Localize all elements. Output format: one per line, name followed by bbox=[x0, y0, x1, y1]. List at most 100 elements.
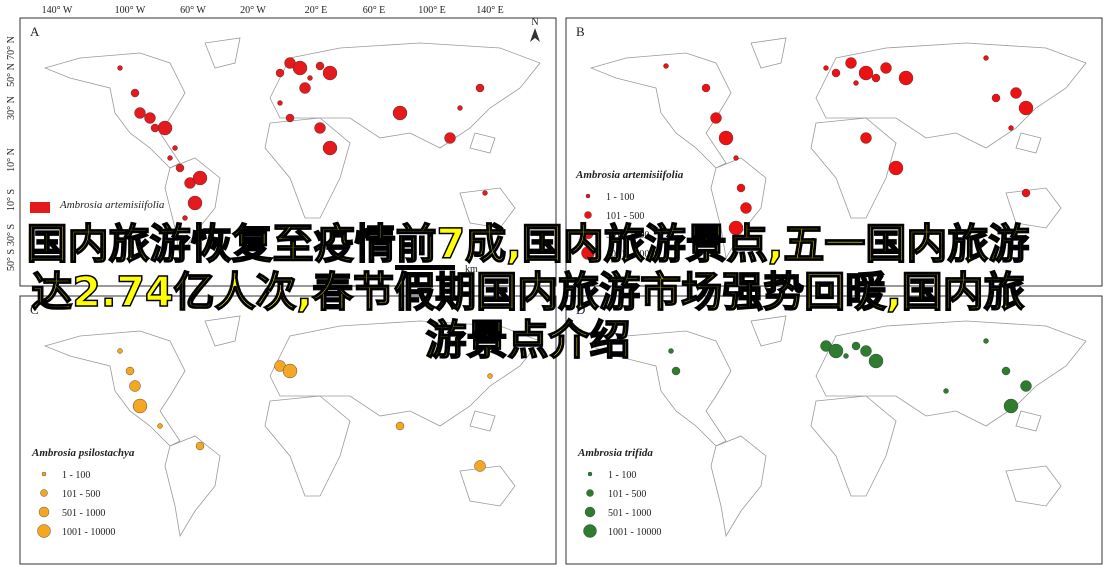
legend-dot bbox=[584, 211, 592, 219]
occurrence-dot bbox=[315, 61, 325, 71]
occurrence-dot bbox=[823, 65, 829, 71]
latitude-label: 50° S bbox=[6, 249, 17, 271]
occurrence-dot bbox=[710, 112, 722, 124]
occurrence-dot bbox=[322, 65, 338, 81]
longitude-label: 60° E bbox=[363, 5, 386, 16]
occurrence-dot bbox=[733, 155, 739, 161]
occurrence-dot bbox=[701, 83, 711, 93]
map-panel: A Ambrosia artemisiifolia bbox=[19, 17, 557, 287]
map-panel: B Ambrosia artemisiifolia 1 - 100 101 - 500… bbox=[565, 17, 1103, 287]
overlay-title: 国内旅游恢复至疫情前7成,国内旅游景点,五一国内旅游达2.74亿人次,春节假期国… bbox=[26, 219, 1030, 365]
occurrence-dot bbox=[983, 338, 989, 344]
legend-entry: 1001 - 10000 bbox=[606, 249, 659, 260]
occurrence-dot bbox=[322, 140, 338, 156]
north-arrow: N bbox=[531, 17, 538, 28]
legend-entry: 101 - 500 bbox=[62, 489, 100, 500]
latitude-label: 30° N bbox=[6, 96, 17, 120]
longitude-label: 20° W bbox=[240, 5, 266, 16]
occurrence-dot bbox=[851, 341, 861, 351]
legend-dot bbox=[585, 193, 591, 199]
occurrence-dot bbox=[125, 366, 135, 376]
legend-entry: 101 - 500 bbox=[606, 211, 644, 222]
legend-entry: 1001 - 10000 bbox=[62, 527, 115, 538]
occurrence-dot bbox=[150, 123, 160, 133]
panel-letter: A bbox=[30, 24, 40, 39]
longitude-label: 20° E bbox=[305, 5, 328, 16]
panel-letter: C bbox=[30, 302, 39, 317]
occurrence-dot bbox=[117, 65, 123, 71]
occurrence-dot bbox=[663, 63, 669, 69]
occurrence-dot bbox=[132, 398, 148, 414]
occurrence-dot bbox=[943, 388, 949, 394]
legend-entry: 1 - 100 bbox=[62, 470, 90, 481]
occurrence-dot bbox=[134, 107, 146, 119]
legend-entry: 1 - 100 bbox=[606, 192, 634, 203]
north-arrow-shape bbox=[530, 28, 540, 42]
latitude-label: 10° N bbox=[6, 148, 17, 172]
legend-entry: 1001 - 10000 bbox=[608, 527, 661, 538]
occurrence-dot bbox=[117, 348, 123, 354]
occurrence-dot bbox=[182, 215, 188, 221]
legend-dot bbox=[584, 506, 596, 518]
occurrence-dot bbox=[487, 373, 493, 379]
occurrence-dot bbox=[187, 195, 203, 211]
occurrence-dot bbox=[277, 100, 283, 106]
occurrence-dot bbox=[871, 73, 881, 83]
legend-title: Ambrosia psilostachya bbox=[31, 447, 135, 459]
latitude-label: 10° S bbox=[6, 189, 17, 211]
occurrence-dot bbox=[1018, 100, 1034, 116]
occurrence-dot bbox=[175, 163, 185, 173]
scale-bar bbox=[395, 265, 455, 270]
occurrence-dot bbox=[275, 68, 285, 78]
occurrence-dot bbox=[858, 65, 874, 81]
occurrence-dot bbox=[1010, 87, 1022, 99]
occurrence-dot bbox=[831, 68, 841, 78]
occurrence-dot bbox=[444, 132, 456, 144]
occurrence-dot bbox=[860, 345, 872, 357]
occurrence-dot bbox=[736, 183, 746, 193]
occurrence-dot bbox=[482, 190, 488, 196]
occurrence-dot bbox=[157, 423, 163, 429]
legend-dot bbox=[583, 524, 597, 538]
occurrence-dot bbox=[668, 348, 674, 354]
occurrence-dot bbox=[172, 145, 178, 151]
legend-title: Ambrosia trifida bbox=[577, 447, 653, 459]
longitude-label: 100° W bbox=[115, 5, 146, 16]
occurrence-dot bbox=[395, 421, 405, 431]
latitude-label: 70° N bbox=[6, 36, 17, 60]
latitude-label: 30° S bbox=[6, 224, 17, 246]
legend-swatch bbox=[30, 202, 50, 213]
occurrence-dot bbox=[129, 380, 141, 392]
longitude-label: 140° W bbox=[42, 5, 73, 16]
legend-title: Ambrosia artemisiifolia bbox=[575, 169, 684, 181]
longitude-label: 140° E bbox=[476, 5, 504, 16]
occurrence-dot bbox=[285, 113, 295, 123]
legend-entry: 501 - 1000 bbox=[606, 230, 649, 241]
legend-dot bbox=[40, 489, 48, 497]
occurrence-dot bbox=[1001, 366, 1011, 376]
legend-dot bbox=[38, 506, 50, 518]
occurrence-dot bbox=[1021, 188, 1031, 198]
occurrence-dot bbox=[843, 353, 849, 359]
occurrence-dot bbox=[475, 83, 485, 93]
occurrence-dot bbox=[860, 132, 872, 144]
occurrence-dot bbox=[192, 170, 208, 186]
occurrence-dot bbox=[718, 130, 734, 146]
occurrence-dot bbox=[1003, 398, 1019, 414]
occurrence-dot bbox=[728, 220, 744, 236]
legend-dot bbox=[41, 471, 47, 477]
legend-entry: 101 - 500 bbox=[608, 489, 646, 500]
occurrence-dot bbox=[983, 55, 989, 61]
occurrence-dot bbox=[868, 353, 884, 369]
map-panel: C Ambrosia psilostachya 1 - 100 101 - 500 50… bbox=[19, 295, 557, 565]
occurrence-dot bbox=[474, 460, 486, 472]
occurrence-dot bbox=[144, 112, 156, 124]
longitude-label: 100° E bbox=[418, 5, 446, 16]
legend-dot bbox=[581, 246, 595, 260]
scale-unit: km bbox=[465, 264, 478, 275]
occurrence-dot bbox=[282, 363, 298, 379]
legend-entry: 1 - 100 bbox=[608, 470, 636, 481]
occurrence-dot bbox=[671, 366, 681, 376]
legend-dot bbox=[586, 489, 594, 497]
